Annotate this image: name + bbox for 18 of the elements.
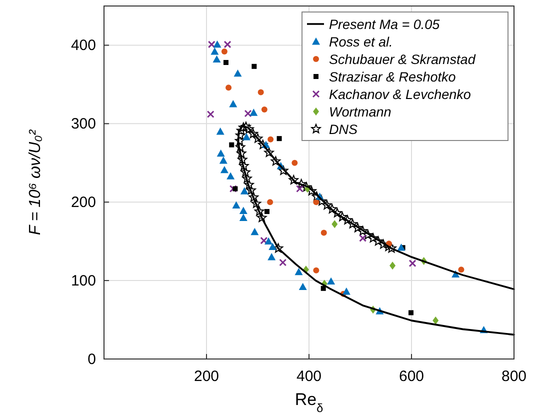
- x-tick-label: 200: [194, 368, 220, 385]
- x-tick-label: 400: [296, 368, 322, 385]
- y-tick-label: 100: [70, 272, 96, 290]
- legend-label: Schubauer & Skramstad: [329, 52, 476, 67]
- y-axis-title: F = 10⁶ ων/U₀²: [27, 129, 44, 236]
- legend-label: Ross et al.: [329, 34, 393, 50]
- x-axis-title: Re$_{δ}$: [294, 390, 324, 415]
- legend-label: DNS: [329, 122, 358, 137]
- legend-label: Kachanov & Levchenko: [329, 87, 472, 102]
- y-tick-label: 200: [70, 194, 96, 212]
- y-tick-label: 0: [88, 351, 96, 368]
- y-tick-label: 300: [70, 116, 96, 133]
- legend-label: Strazisar & Reshotko: [329, 70, 456, 84]
- legend-label: Wortmann: [329, 104, 392, 120]
- y-tick-label: 400: [70, 37, 96, 54]
- legend-label: Present Ma = 0.05: [329, 17, 440, 32]
- x-tick-label: 800: [501, 368, 527, 385]
- x-tick-label: 600: [398, 368, 424, 385]
